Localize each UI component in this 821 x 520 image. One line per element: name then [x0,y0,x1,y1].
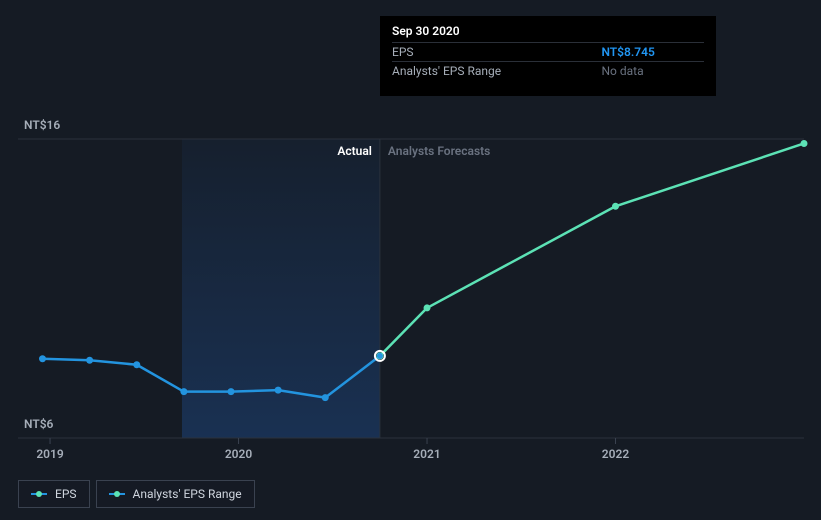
legend-item-eps-range[interactable]: Analysts' EPS Range [96,480,255,508]
tooltip-date: Sep 30 2020 [392,24,704,38]
eps-chart: NT$16 NT$6 2019 2020 2021 2022 Actual Analysts … [0,0,821,520]
tooltip-table: EPS NT$8.745 Analysts' EPS Range No data [392,42,704,80]
svg-text:2020: 2020 [225,447,253,461]
svg-text:Analysts Forecasts: Analysts Forecasts [388,144,490,158]
svg-text:2022: 2022 [602,447,630,461]
tooltip-row-value: No data [601,62,704,81]
tooltip-row-label: Analysts' EPS Range [392,62,601,81]
legend-swatch-icon [31,490,47,498]
svg-text:2021: 2021 [413,447,440,461]
legend-item-eps[interactable]: EPS [18,480,90,508]
chart-legend: EPS Analysts' EPS Range [18,480,255,508]
svg-text:Actual: Actual [337,144,372,158]
svg-text:2019: 2019 [36,447,64,461]
tooltip-row-value: NT$8.745 [601,43,704,62]
svg-text:NT$6: NT$6 [24,417,54,431]
svg-text:NT$16: NT$16 [24,118,60,132]
chart-tooltip: Sep 30 2020 EPS NT$8.745 Analysts' EPS R… [380,16,716,96]
legend-swatch-icon [109,490,125,498]
legend-label: EPS [55,487,77,501]
tooltip-row-label: EPS [392,43,601,62]
legend-label: Analysts' EPS Range [133,487,242,501]
